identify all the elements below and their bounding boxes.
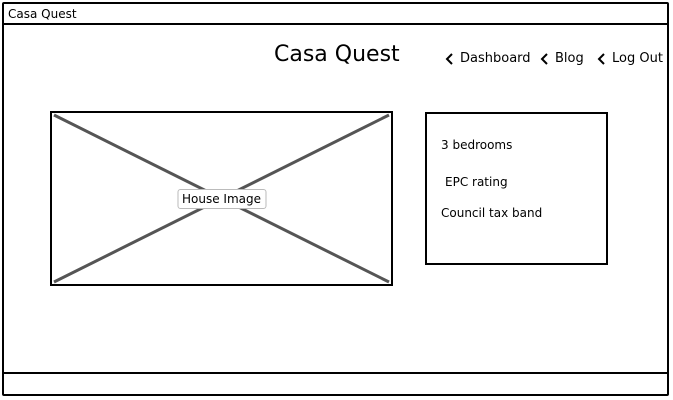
- chevron-left-icon: [444, 52, 454, 66]
- chevron-left-icon: [539, 52, 549, 66]
- footer-bar: [4, 372, 667, 394]
- page-title: Casa Quest: [274, 42, 400, 67]
- nav-link-dashboard[interactable]: Dashboard: [444, 51, 531, 67]
- detail-council-tax-band: Council tax band: [441, 206, 543, 220]
- nav-link-label: Log Out: [612, 51, 663, 66]
- nav-link-label: Blog: [555, 51, 584, 66]
- house-image-placeholder: House Image: [50, 111, 393, 286]
- nav-link-blog[interactable]: Blog: [539, 51, 584, 67]
- window-titlebar: Casa Quest: [4, 4, 667, 25]
- image-label: House Image: [176, 188, 267, 209]
- nav-link-label: Dashboard: [460, 51, 531, 66]
- chevron-left-icon: [596, 52, 606, 66]
- window-title: Casa Quest: [8, 7, 77, 21]
- app-window: Casa Quest Casa Quest Dashboard Blog Log…: [2, 2, 669, 396]
- nav-link-log-out[interactable]: Log Out: [596, 51, 663, 67]
- property-details-card: 3 bedrooms EPC rating Council tax band: [425, 112, 608, 265]
- detail-bedrooms: 3 bedrooms: [441, 138, 513, 152]
- detail-epc-rating: EPC rating: [445, 175, 508, 189]
